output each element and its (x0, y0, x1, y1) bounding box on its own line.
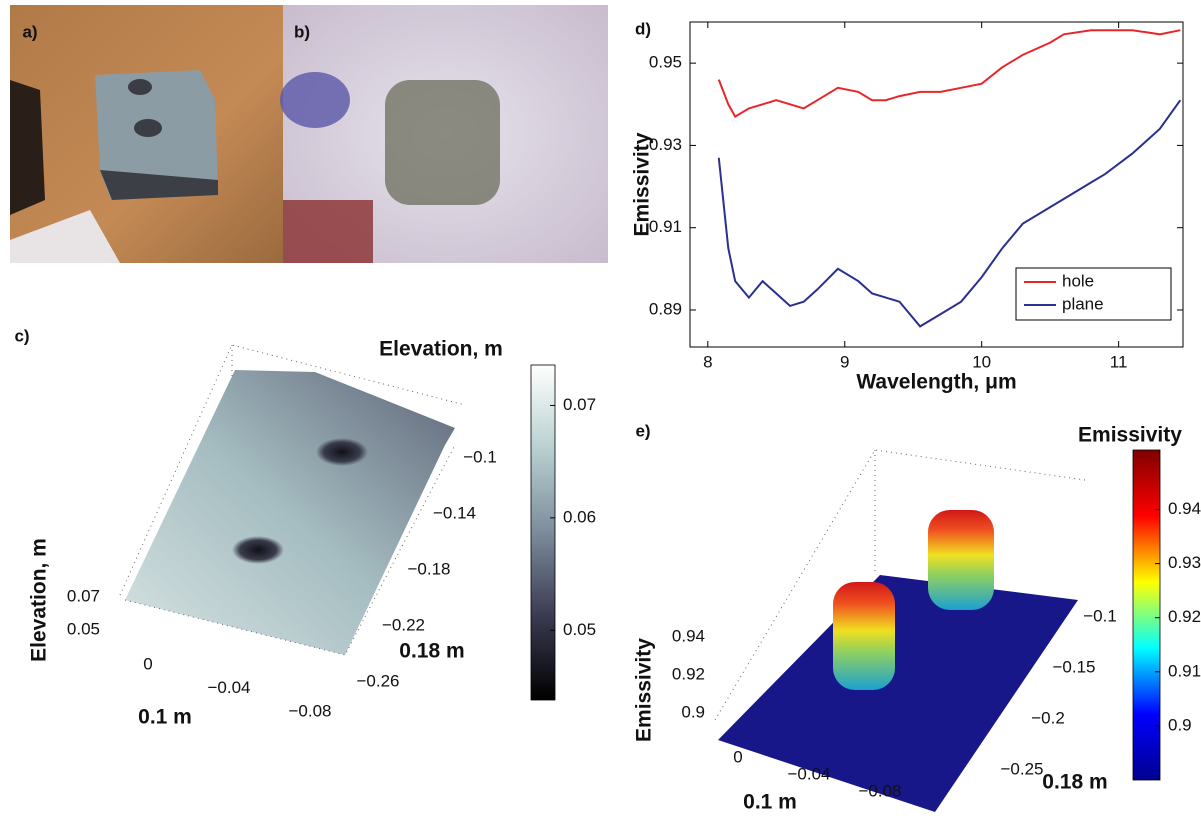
legend-label: hole (1062, 271, 1094, 290)
y-tick-label: −0.15 (1052, 657, 1095, 676)
panel-label: a) (22, 22, 37, 41)
series-line (717, 29, 1181, 118)
plot-frame (689, 21, 1184, 348)
x-tick-label: 0 (143, 654, 152, 673)
photo-b (280, 5, 608, 263)
z-tick-label: 0.92 (672, 664, 705, 683)
colorbar (1132, 449, 1161, 781)
x-tick-label: 9 (840, 352, 849, 371)
x-tick-label: 11 (1110, 352, 1128, 371)
y-tick-label: 0.91 (649, 217, 682, 236)
z-axis-label: Elevation, m (28, 538, 51, 662)
colorbar-tick-label: 0.94 (1168, 499, 1201, 518)
x-axis-label: Wavelength, μm (856, 371, 1016, 394)
series-line (717, 99, 1182, 328)
z-tick-label: 0.07 (67, 586, 100, 605)
colorbar-tick-label: 0.06 (563, 507, 596, 526)
y-tick-label: −0.25 (1000, 759, 1043, 778)
colorbar-tick-label: 0.93 (1168, 553, 1201, 572)
panel-label: e) (635, 421, 650, 440)
z-axis-label: Emissivity (633, 638, 656, 742)
legend-label: plane (1062, 294, 1104, 313)
colorbar-label: Emissivity (1078, 424, 1182, 447)
x-tick-label: 0 (733, 747, 742, 766)
y-axis-label: 0.18 m (399, 640, 464, 663)
surface-e (714, 449, 1086, 812)
z-tick-label: 0.94 (672, 626, 705, 645)
photo-a (10, 5, 283, 263)
z-tick-label: 0.05 (67, 619, 100, 638)
x-tick-label: 8 (703, 352, 712, 371)
x-axis-label: 0.1 m (138, 706, 192, 729)
y-tick-label: 0.93 (649, 135, 682, 154)
colorbar-tick-label: 0.05 (563, 620, 596, 639)
colorbar-tick-label: 0.07 (563, 395, 596, 414)
y-tick-label: 0.95 (649, 53, 682, 72)
y-tick-label: −0.1 (1083, 606, 1117, 625)
x-tick-label: −0.04 (207, 678, 250, 697)
legend-box (1015, 267, 1172, 321)
panel-label: d) (635, 19, 651, 38)
y-tick-label: −0.2 (1031, 708, 1065, 727)
panel-label: b) (294, 22, 310, 41)
surface-c (119, 344, 466, 656)
x-axis-label: 0.1 m (743, 791, 797, 814)
x-tick-label: 10 (972, 352, 991, 371)
z-tick-label: 0.9 (681, 702, 705, 721)
y-tick-label: 0.89 (649, 299, 682, 318)
colorbar (530, 364, 556, 701)
x-tick-label: −0.04 (787, 764, 830, 783)
colorbar-tick-label: 0.92 (1168, 607, 1201, 626)
x-tick-label: −0.08 (858, 781, 901, 800)
y-tick-label: −0.18 (407, 559, 450, 578)
y-tick-label: −0.26 (356, 671, 399, 690)
y-axis-label: 0.18 m (1042, 771, 1107, 794)
y-tick-label: −0.14 (433, 503, 476, 522)
y-tick-label: −0.22 (382, 615, 425, 634)
colorbar-tick-label: 0.91 (1168, 661, 1201, 680)
panel-label: c) (14, 326, 29, 345)
x-tick-label: −0.08 (288, 701, 331, 720)
colorbar-tick-label: 0.9 (1168, 715, 1192, 734)
colorbar-label: Elevation, m (379, 338, 503, 361)
y-tick-label: −0.1 (463, 447, 497, 466)
y-axis-label: Emissivity (631, 132, 654, 236)
